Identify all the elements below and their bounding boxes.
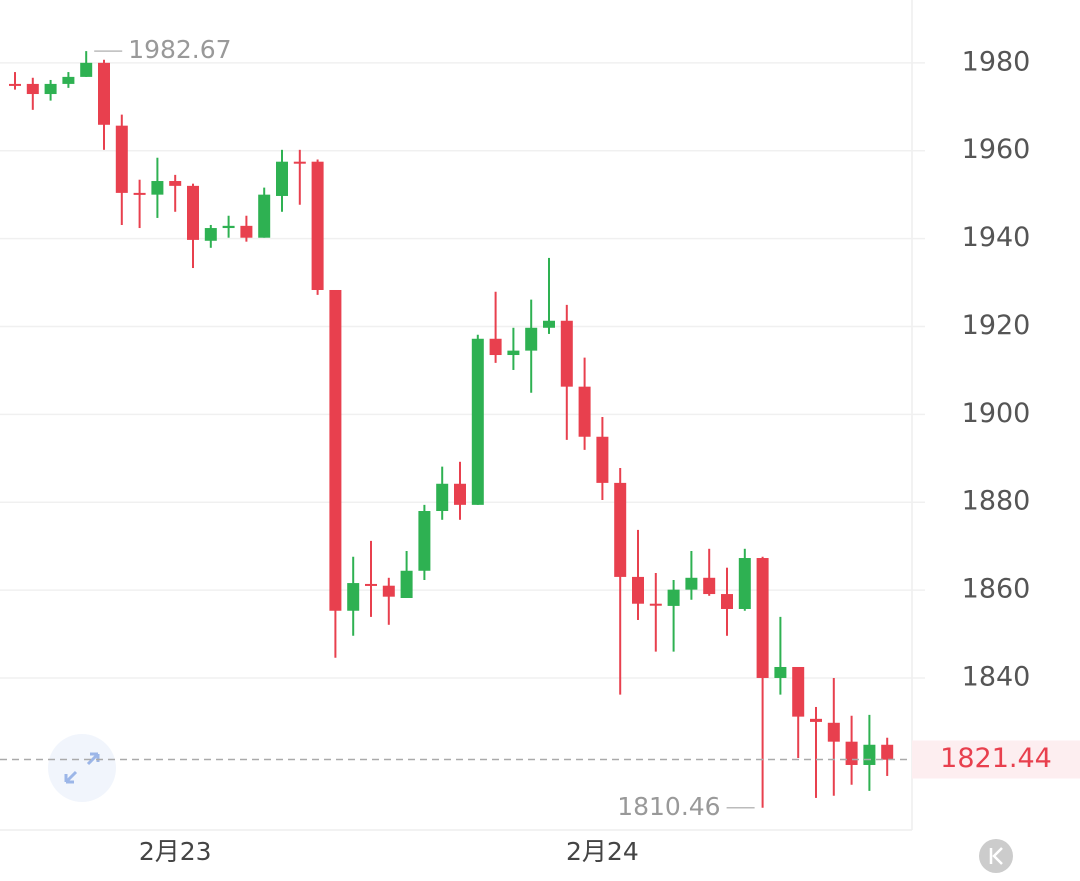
- candle-body: [454, 483, 466, 505]
- y-tick-label: 1860: [962, 574, 1031, 605]
- expand-icon[interactable]: [64, 752, 100, 784]
- candle-body: [596, 436, 609, 483]
- candle-body: [329, 289, 342, 611]
- candle-body: [418, 511, 431, 571]
- y-tick-label: 1900: [962, 398, 1031, 429]
- candle-body: [774, 666, 787, 678]
- candle-body: [9, 83, 21, 86]
- last-price-label: 1821.44: [940, 743, 1052, 774]
- y-tick-label: 1840: [962, 661, 1031, 692]
- candle-body: [471, 338, 484, 505]
- back-button-bg[interactable]: [979, 839, 1013, 873]
- back-icon[interactable]: [989, 847, 1003, 865]
- candle-body: [400, 570, 413, 599]
- candle-body: [311, 161, 324, 290]
- candle-body: [685, 577, 698, 590]
- y-tick-label: 1920: [962, 310, 1031, 341]
- high-label: 1982.67: [128, 35, 231, 64]
- candle-body: [187, 185, 199, 240]
- candle-body: [62, 76, 75, 84]
- candle-body: [258, 194, 271, 238]
- candle-body: [98, 62, 110, 125]
- candle-body: [632, 576, 644, 604]
- candle-body: [810, 718, 822, 722]
- expand-button-bg[interactable]: [48, 734, 116, 802]
- x-tick-label: 2月24: [566, 837, 639, 866]
- candle-body: [756, 558, 769, 678]
- candle-body: [151, 181, 164, 195]
- x-tick-label: 2月23: [139, 837, 212, 866]
- candle-body: [560, 320, 573, 387]
- candle-body: [721, 594, 733, 609]
- candle-body: [614, 482, 627, 577]
- candle-body: [26, 83, 39, 95]
- candle-body: [276, 161, 288, 196]
- candle-body: [738, 558, 751, 609]
- candle-body: [293, 161, 306, 164]
- y-tick-label: 1940: [962, 222, 1031, 253]
- candle-body: [543, 320, 555, 328]
- candle-body: [667, 589, 680, 606]
- expand-button[interactable]: [48, 734, 116, 802]
- candle-body: [863, 744, 876, 765]
- candle-body: [204, 228, 217, 241]
- candle-body: [222, 225, 235, 229]
- y-tick-label: 1960: [962, 134, 1031, 165]
- candle-body: [347, 583, 360, 611]
- candle-body: [649, 603, 662, 606]
- candle-body: [382, 585, 395, 597]
- candle-body: [365, 583, 377, 586]
- candle-body: [44, 83, 57, 95]
- candle-body: [525, 327, 538, 351]
- candle-body: [115, 125, 128, 193]
- candle-body: [489, 338, 502, 356]
- candle-body: [703, 577, 716, 595]
- low-label: 1810.46: [617, 792, 720, 821]
- back-button[interactable]: [979, 839, 1013, 873]
- last-price-bg: [912, 740, 1080, 779]
- candle-body: [240, 225, 253, 238]
- candle-body: [169, 181, 182, 186]
- y-tick-label: 1980: [962, 46, 1031, 77]
- candle-body: [436, 483, 449, 512]
- candle-body: [827, 722, 840, 742]
- candle-body: [881, 744, 894, 760]
- y-tick-label: 1880: [962, 486, 1031, 517]
- candle-body: [133, 192, 146, 195]
- candle-body: [578, 386, 591, 437]
- candle-body: [80, 62, 93, 77]
- candle-body: [792, 666, 805, 717]
- candle-body: [845, 741, 858, 765]
- candle-body: [507, 350, 520, 356]
